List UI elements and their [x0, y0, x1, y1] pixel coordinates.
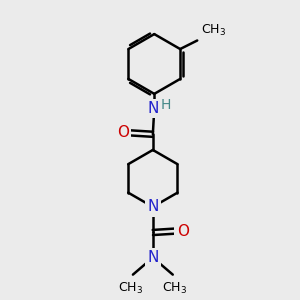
Text: N: N — [147, 200, 158, 214]
Text: CH$_3$: CH$_3$ — [163, 281, 188, 296]
Text: CH$_3$: CH$_3$ — [118, 281, 143, 296]
Text: N: N — [147, 250, 158, 265]
Text: H: H — [161, 98, 171, 112]
Text: O: O — [177, 224, 189, 238]
Text: CH$_3$: CH$_3$ — [201, 23, 226, 38]
Text: N: N — [147, 101, 158, 116]
Text: O: O — [117, 125, 129, 140]
